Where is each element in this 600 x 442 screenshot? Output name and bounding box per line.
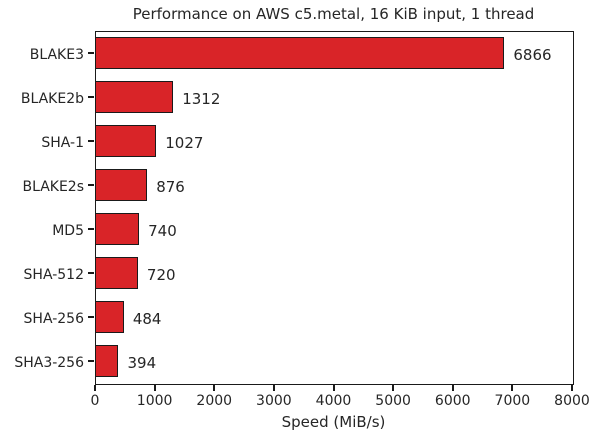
y-tick-mark xyxy=(88,96,94,98)
bar-value-label: 876 xyxy=(156,177,185,196)
bar-md5 xyxy=(95,213,140,245)
x-tick-mark xyxy=(94,385,96,391)
bar-value-label: 720 xyxy=(146,265,176,284)
y-tick-mark xyxy=(88,184,94,186)
x-tick-mark xyxy=(272,385,275,391)
x-tick-label: 3000 xyxy=(256,393,292,409)
chart-title: Performance on AWS c5.metal, 16 KiB inpu… xyxy=(132,5,535,23)
bar-value-label: 484 xyxy=(132,309,162,328)
bar-value-label: 6866 xyxy=(513,45,552,64)
y-tick-label: MD5 xyxy=(52,222,84,239)
y-tick-label: SHA-512 xyxy=(23,266,84,283)
bar-sha-1 xyxy=(95,125,157,157)
y-tick-label: SHA3-256 xyxy=(14,354,84,371)
bar-value-label: 740 xyxy=(148,221,177,240)
y-tick-mark xyxy=(88,52,94,54)
y-tick-mark xyxy=(88,228,94,230)
x-tick-label: 8000 xyxy=(554,393,590,409)
x-tick-mark xyxy=(332,385,335,391)
y-tick-mark xyxy=(88,360,94,362)
bar-blake2b xyxy=(95,81,174,113)
bar-value-label: 1312 xyxy=(182,89,221,108)
bar-sha-512 xyxy=(95,257,138,289)
x-tick-label: 1000 xyxy=(136,393,173,409)
x-axis-label: Speed (MiB/s) xyxy=(281,413,386,431)
y-tick-mark xyxy=(88,140,94,142)
y-tick-mark xyxy=(88,316,94,318)
x-tick-mark xyxy=(511,385,514,391)
y-tick-label: BLAKE2s xyxy=(22,178,84,195)
y-tick-label: SHA-1 xyxy=(41,134,84,151)
x-tick-label: 5000 xyxy=(375,393,411,409)
x-tick-label: 7000 xyxy=(494,393,531,409)
bar-blake2s xyxy=(95,169,148,201)
y-tick-label: BLAKE2b xyxy=(20,90,84,107)
x-tick-mark xyxy=(571,385,573,391)
bar-sha-256 xyxy=(95,301,124,333)
x-tick-label: 6000 xyxy=(434,393,471,409)
plot-area xyxy=(95,31,574,385)
y-tick-label: SHA-256 xyxy=(23,310,84,327)
bar-value-label: 1027 xyxy=(165,133,204,152)
x-tick-mark xyxy=(392,385,395,391)
bar-blake3 xyxy=(95,37,505,69)
x-tick-mark xyxy=(451,385,454,391)
bar-value-label: 394 xyxy=(127,353,157,372)
y-tick-mark xyxy=(88,272,94,274)
x-tick-label: 4000 xyxy=(315,393,352,409)
x-tick-label: 0 xyxy=(90,393,100,409)
x-tick-mark xyxy=(213,385,216,391)
y-tick-label: BLAKE3 xyxy=(29,46,84,63)
x-tick-label: 2000 xyxy=(196,393,233,409)
x-tick-mark xyxy=(153,385,156,391)
bar-sha3-256 xyxy=(95,345,119,377)
